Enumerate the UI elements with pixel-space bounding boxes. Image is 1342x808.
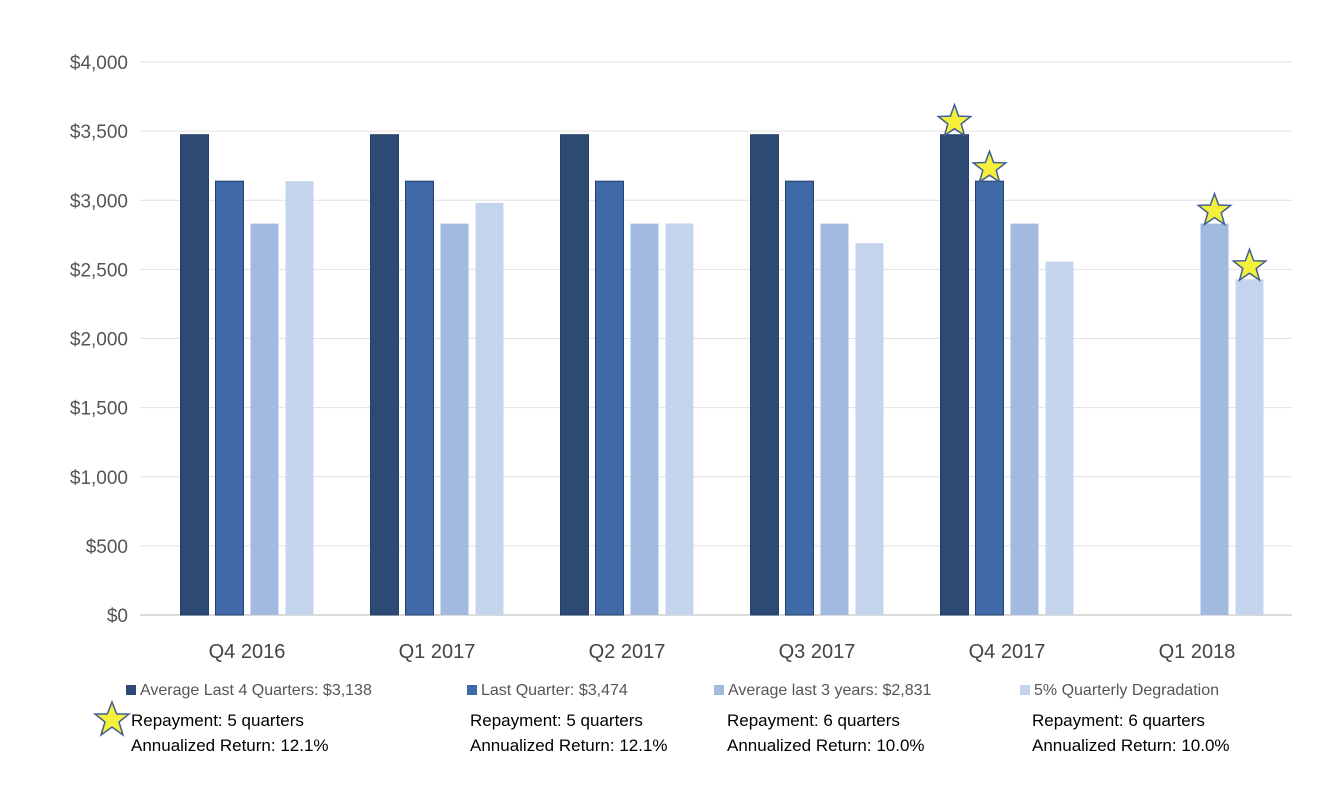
- y-tick-label: $0: [107, 606, 128, 627]
- bar: [820, 223, 849, 615]
- star-icon: [1196, 191, 1233, 227]
- bar: [405, 180, 434, 616]
- y-tick-label: $3,000: [70, 191, 128, 212]
- legend-swatch: [1020, 685, 1030, 695]
- legend-star-icon: [92, 700, 132, 737]
- bar: [1200, 223, 1229, 615]
- note-degradation: Repayment: 6 quarters Annualized Return: …: [1032, 711, 1230, 755]
- x-tick-label: Q1 2018: [1159, 641, 1236, 663]
- star-icon: [936, 102, 973, 138]
- legend-item-avg-4q: Average Last 4 Quarters: $3,138: [126, 682, 372, 700]
- star-icon: [971, 149, 1008, 184]
- note-avg-4q: Repayment: 5 quarters Annualized Return: …: [131, 711, 329, 755]
- legend-item-last-quarter: Last Quarter: $3,474: [467, 682, 628, 700]
- x-tick-label: Q2 2017: [589, 641, 666, 663]
- bar: [475, 202, 504, 615]
- y-tick-label: $4,000: [70, 53, 128, 74]
- x-tick-label: Q3 2017: [779, 641, 856, 663]
- bar: [440, 223, 469, 615]
- star-icon: [1231, 247, 1268, 282]
- bar: [1045, 261, 1074, 615]
- bar: [370, 134, 399, 616]
- bar: [560, 134, 589, 616]
- y-tick-label: $2,500: [70, 260, 128, 281]
- legend-swatch: [126, 685, 136, 695]
- bar: [940, 134, 969, 616]
- bar: [855, 243, 884, 616]
- x-tick-label: Q4 2016: [209, 641, 286, 663]
- note-avg-3y: Repayment: 6 quarters Annualized Return: …: [727, 711, 925, 755]
- bar: [785, 180, 814, 616]
- bar: [975, 180, 1004, 616]
- y-tick-label: $1,000: [70, 468, 128, 489]
- bar: [630, 223, 659, 615]
- bar: [180, 134, 209, 616]
- y-tick-label: $1,500: [70, 399, 128, 420]
- y-tick-label: $500: [86, 537, 128, 558]
- bar: [215, 180, 244, 616]
- bar: [285, 181, 314, 615]
- bar: [250, 223, 279, 615]
- bar: [1010, 223, 1039, 615]
- bar: [665, 223, 694, 615]
- x-tick-label: Q4 2017: [969, 641, 1046, 663]
- legend-swatch: [714, 685, 724, 695]
- bar: [595, 180, 624, 616]
- y-tick-label: $3,500: [70, 122, 128, 143]
- legend-item-degradation: 5% Quarterly Degradation: [1020, 682, 1219, 700]
- bar: [750, 134, 779, 616]
- legend-swatch: [467, 685, 477, 695]
- x-tick-label: Q1 2017: [399, 641, 476, 663]
- legend-item-avg-3y: Average last 3 years: $2,831: [714, 682, 931, 700]
- note-last-quarter: Repayment: 5 quarters Annualized Return: …: [470, 711, 668, 755]
- y-tick-label: $2,000: [70, 330, 128, 351]
- bar: [1235, 279, 1264, 615]
